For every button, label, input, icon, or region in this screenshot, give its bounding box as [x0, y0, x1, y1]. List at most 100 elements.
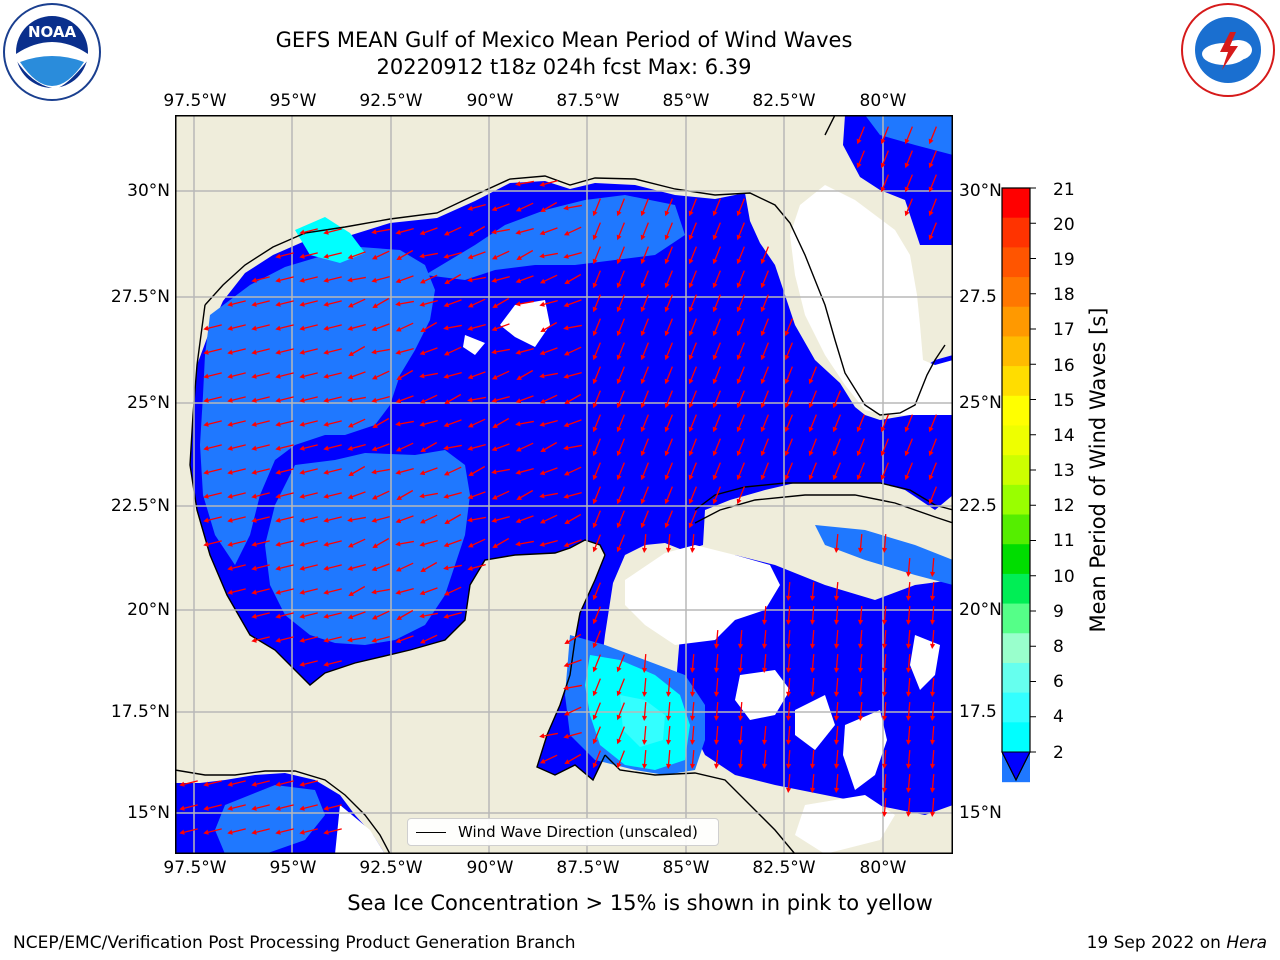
wave-arrow-shaft: [278, 468, 294, 474]
wave-arrow-head: [443, 373, 449, 379]
wave-direction-arrow: [905, 557, 912, 577]
wave-direction-arrow: [784, 390, 793, 409]
wave-arrow-head: [736, 210, 742, 217]
wave-arrow-head: [299, 613, 305, 619]
wave-direction-arrow: [323, 252, 342, 259]
wave-arrow-head: [808, 474, 814, 481]
wave-arrow-head: [905, 619, 912, 625]
wave-arrow-shaft: [326, 276, 342, 282]
wave-direction-arrow: [371, 323, 390, 332]
wave-direction-arrow: [689, 725, 696, 745]
wave-direction-arrow: [616, 750, 625, 769]
wave-direction-arrow: [760, 294, 769, 313]
wave-arrow-shaft: [665, 510, 673, 526]
wave-arrow-head: [640, 402, 646, 409]
lon-tick-top: 82.5°W: [752, 91, 816, 111]
wave-arrow-shaft: [326, 468, 342, 474]
ocean-region: [200, 247, 435, 565]
wave-arrow-head: [467, 302, 474, 308]
wave-direction-arrow: [371, 276, 390, 283]
wave-direction-arrow: [563, 732, 582, 739]
wave-arrow-head: [491, 326, 498, 332]
wave-arrow-head: [664, 234, 670, 241]
wave-arrow-shaft: [859, 533, 863, 551]
wave-direction-arrow: [323, 564, 342, 571]
wave-arrow-shaft: [713, 222, 721, 238]
wave-direction-arrow: [664, 414, 673, 433]
wave-arrow-shaft: [593, 414, 601, 430]
wave-arrow-shaft: [541, 492, 558, 497]
wave-arrow-shaft: [931, 749, 935, 767]
wave-direction-arrow: [443, 466, 462, 476]
wave-arrow-shaft: [566, 346, 582, 355]
wave-direction-arrow: [832, 462, 841, 481]
wave-arrow-shaft: [422, 300, 438, 306]
wave-arrow-shaft: [617, 414, 625, 430]
wave-arrow-shaft: [566, 466, 582, 475]
wave-arrow-shaft: [665, 438, 673, 454]
wave-arrow-head: [857, 547, 864, 553]
wave-direction-arrow: [323, 468, 342, 475]
wave-arrow-head: [347, 397, 353, 403]
wave-arrow-shaft: [278, 804, 294, 810]
wave-direction-arrow: [809, 677, 816, 697]
lon-tick-top: 85°W: [662, 91, 710, 111]
wave-arrow-head: [516, 375, 522, 380]
wave-direction-arrow: [641, 725, 648, 745]
wave-direction-arrow: [467, 276, 486, 283]
wave-arrow-shaft: [907, 725, 911, 743]
wave-arrow-head: [592, 258, 598, 265]
wave-arrow-shaft: [739, 749, 743, 767]
wave-arrow-head: [760, 402, 766, 409]
wave-direction-arrow: [275, 444, 294, 451]
wave-arrow-head: [833, 667, 840, 673]
wave-arrow-head: [203, 469, 209, 475]
wave-direction-arrow: [564, 633, 582, 644]
wave-arrow-shaft: [689, 318, 697, 334]
wave-arrow-head: [419, 518, 426, 524]
wave-arrow-shaft: [541, 372, 558, 377]
wave-arrow-shaft: [785, 414, 793, 430]
wave-arrow-head: [563, 710, 570, 716]
wave-arrow-head: [443, 302, 450, 308]
wave-arrow-head: [491, 254, 498, 260]
wave-arrow-shaft: [206, 324, 222, 330]
wave-direction-arrow: [857, 701, 864, 721]
wave-arrow-head: [688, 450, 694, 457]
wave-direction-arrow: [808, 438, 817, 457]
wave-direction-arrow: [227, 564, 246, 571]
wave-arrow-head: [275, 613, 281, 619]
wave-arrow-head: [275, 349, 281, 355]
wave-arrow-shaft: [593, 750, 601, 766]
wave-arrow-shaft: [737, 366, 745, 382]
wave-direction-arrow: [616, 678, 625, 697]
wave-arrow-shaft: [617, 342, 625, 358]
wave-arrow-head: [592, 618, 598, 625]
wave-arrow-shaft: [398, 442, 414, 451]
wave-arrow-head: [492, 543, 498, 548]
wave-arrow-shaft: [254, 396, 270, 402]
wave-arrow-shaft: [206, 540, 222, 546]
wave-direction-arrow: [275, 828, 294, 835]
wave-direction-arrow: [468, 225, 486, 236]
wave-direction-arrow: [323, 300, 342, 307]
wave-arrow-head: [563, 373, 569, 379]
wave-arrow-head: [737, 715, 744, 721]
wave-direction-arrow: [443, 586, 462, 596]
wave-direction-arrow: [515, 395, 534, 404]
wave-arrow-shaft: [641, 438, 649, 454]
wave-arrow-shaft: [374, 563, 390, 571]
colorbar-swatch: [1002, 247, 1030, 278]
wave-direction-arrow: [832, 414, 841, 433]
wave-direction-arrow: [419, 587, 438, 596]
wave-arrow-shaft: [278, 492, 294, 498]
noaa-logo-text: NOAA: [28, 23, 77, 41]
wave-arrow-shaft: [206, 780, 222, 786]
wave-arrow-head: [323, 565, 329, 571]
colorbar-tick: 6: [1053, 672, 1064, 692]
wave-arrow-head: [665, 691, 672, 697]
wave-arrow-shaft: [326, 348, 342, 354]
wave-direction-arrow: [760, 390, 769, 409]
wave-direction-arrow: [640, 438, 649, 457]
wave-direction-arrow: [492, 297, 510, 308]
